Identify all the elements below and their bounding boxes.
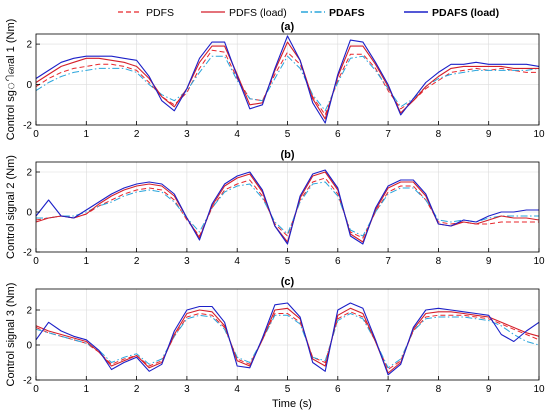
x-tick-label: 3: [184, 384, 190, 395]
x-tick-label: 5: [285, 129, 291, 140]
legend-label: PDAFS: [329, 7, 365, 19]
y-tick-label: 2: [26, 306, 32, 317]
x-tick-label: 1: [84, 384, 90, 395]
series-line: [35, 177, 539, 239]
y-tick-label: 0: [26, 80, 32, 91]
x-tick-label: 1: [84, 256, 90, 267]
series-line: [35, 307, 540, 374]
y-tick-label: 0: [26, 208, 32, 219]
y-axis-label: Control sgினal 1 (Nm): [5, 19, 17, 141]
x-tick-label: 0: [33, 129, 39, 140]
x-tick-label: 10: [533, 129, 545, 140]
legend: PDFS PDFS (load) PDAFS PDAFS (load): [118, 7, 499, 19]
legend-entry: PDFS (load): [201, 7, 287, 19]
panels: 0 1 2 3 4 5 6 7 8 9 10-202(a)Control sgினal 1 (Nm)…: [5, 19, 545, 395]
x-tick-label: 4: [234, 256, 240, 267]
legend-label: PDAFS (load): [432, 7, 499, 19]
legend-label: PDFS (load): [229, 7, 287, 19]
x-tick-label: 10: [533, 256, 545, 267]
y-tick-label: 0: [26, 341, 32, 352]
x-tick-label: 3: [184, 256, 190, 267]
series-line: [35, 35, 540, 124]
panel-3: 0 1 2 3 4 5 6 7 8 9 10-202(c)Control signal 3 (Nm): [5, 276, 545, 395]
series-line: [35, 311, 540, 370]
x-tick-label: 6: [335, 129, 341, 140]
y-tick-label: 2: [26, 168, 32, 179]
series-line: [35, 41, 539, 120]
x-tick-label: 7: [385, 256, 391, 267]
y-axis-label: Control signal 2 (Nm): [5, 155, 17, 259]
x-tick-label: 8: [436, 129, 442, 140]
x-tick-label: 0: [33, 256, 39, 267]
x-tick-label: 5: [285, 384, 291, 395]
panel-2: 0 1 2 3 4 5 6 7 8 9 10-202(b)Control signal 2 (Nm): [5, 149, 545, 267]
series-line: [36, 181, 539, 237]
y-tick-label: -2: [23, 248, 32, 259]
x-tick-label: 9: [486, 384, 492, 395]
x-tick-label: 4: [234, 129, 240, 140]
x-tick-label: 5: [285, 256, 291, 267]
x-tick-label: 4: [234, 384, 240, 395]
x-tick-label: 7: [385, 129, 391, 140]
panel-title: (b): [280, 149, 294, 161]
panel-title: (a): [281, 21, 295, 33]
series-line: [35, 169, 539, 245]
x-tick-label: 2: [134, 129, 140, 140]
x-tick-label: 2: [134, 256, 140, 267]
x-tick-label: 8: [436, 384, 442, 395]
legend-entry: PDFS: [118, 7, 174, 19]
panel-title: (c): [281, 276, 295, 288]
series-line: [35, 302, 540, 376]
panel-1: 0 1 2 3 4 5 6 7 8 9 10-202(a)Control sgினal 1 (Nm): [5, 19, 545, 141]
legend-label: PDFS: [146, 7, 174, 19]
x-tick-label: 2: [134, 384, 140, 395]
series-line: [35, 55, 540, 112]
legend-entry: PDAFS: [301, 7, 365, 19]
x-tick-label: 1: [84, 129, 90, 140]
legend-entry: PDAFS (load): [404, 7, 499, 19]
x-tick-label: 9: [486, 256, 492, 267]
y-tick-label: 2: [26, 40, 32, 51]
x-tick-label: 7: [385, 384, 391, 395]
y-axis-label: Control signal 3 (Nm): [5, 283, 17, 387]
x-axis-label: Time (s): [272, 398, 312, 410]
x-tick-label: 3: [184, 129, 190, 140]
x-tick-label: 6: [335, 384, 341, 395]
x-tick-label: 6: [335, 256, 341, 267]
y-tick-label: -2: [23, 121, 32, 132]
x-tick-label: 9: [486, 129, 492, 140]
series-line: [35, 313, 540, 369]
x-tick-label: 0: [33, 384, 39, 395]
series-line: [35, 49, 539, 116]
x-tick-label: 10: [533, 384, 545, 395]
x-tick-label: 8: [436, 256, 442, 267]
y-tick-label: -2: [23, 376, 32, 387]
